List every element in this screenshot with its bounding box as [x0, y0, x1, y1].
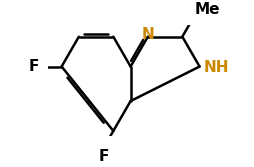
Text: F: F — [98, 149, 109, 164]
Text: Me: Me — [194, 2, 219, 17]
Text: NH: NH — [203, 60, 228, 75]
Text: F: F — [29, 59, 39, 74]
Text: N: N — [141, 27, 154, 42]
